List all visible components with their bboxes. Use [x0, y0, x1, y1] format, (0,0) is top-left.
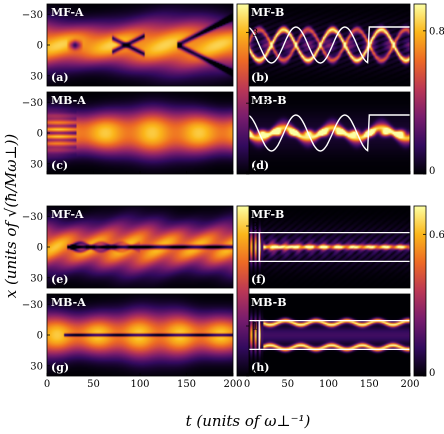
panel-title: MB-B [251, 296, 287, 309]
heatmap-panel-a: MF-A (a) [46, 3, 234, 87]
panel-title: MF-A [51, 6, 84, 19]
axis-labels: t (units of ω⊥⁻¹) x (units of √(ħ/Mω⊥)) [2, 134, 311, 430]
heatmap-image [247, 206, 410, 288]
colorbar-tick-label: 1 [252, 322, 258, 333]
heatmap-image [47, 92, 233, 174]
x-tick-label: 100 [319, 379, 338, 390]
panel-title: MF-A [51, 208, 84, 221]
colorbar-tick-label: 3 [252, 28, 258, 39]
colorbar-B-2: 0.60 [413, 205, 444, 379]
x-tick-label: 200 [223, 379, 242, 390]
panel-letter: (b) [251, 71, 269, 84]
colorbar-tick-label: 0 [429, 166, 435, 177]
x-tick-label: 0 [244, 379, 250, 390]
potential-overlay-curve [246, 26, 410, 64]
panel-letter: (e) [51, 273, 68, 286]
colorbar-tick-label: 0.6 [429, 230, 444, 241]
heatmap-panel-f: MF-B (f) [246, 205, 411, 289]
colorbar-B-1: 0.80 [413, 3, 444, 177]
panel-letter: (c) [51, 159, 68, 172]
x-tick-label: 50 [87, 379, 100, 390]
heatmap-image [247, 92, 410, 174]
y-tick-label: 0 [37, 243, 43, 254]
colorbar-gradient [236, 205, 250, 377]
y-tick-label: −30 [22, 212, 43, 223]
heatmap-image [47, 206, 233, 288]
y-tick-label: −30 [22, 98, 43, 109]
y-axis-label: x (units of √(ħ/Mω⊥)) [2, 134, 20, 299]
potential-overlay-curve [246, 114, 410, 152]
x-tick-label: 0 [44, 379, 50, 390]
colorbar-tick-label: 0 [429, 368, 435, 379]
heatmap-panel-c: MB-A (c) [46, 91, 234, 175]
heatmap-image [247, 4, 410, 86]
colorbar-tick-label: 3 [252, 222, 258, 233]
colorbar-tick-label: 0 [252, 166, 258, 177]
panel-title: MB-B [251, 94, 287, 107]
heatmap-image [247, 294, 410, 376]
panel-letter: (d) [251, 159, 269, 172]
colorbar-A-2: 3 1 0 [236, 205, 258, 379]
potential-overlay-box [247, 232, 410, 262]
heatmap-image [47, 4, 233, 86]
x-tick-label: 200 [400, 379, 419, 390]
colorbar-tick-label: 1.5 [252, 99, 268, 110]
panel-title: MB-A [51, 94, 86, 107]
x-tick-label: 150 [360, 379, 379, 390]
colorbar-A-1: 31.50 [236, 3, 268, 177]
panel-title: MF-B [251, 208, 284, 221]
colorbar-gradient [236, 3, 250, 175]
x-tick-label: 50 [281, 379, 294, 390]
y-tick-label: 30 [30, 273, 43, 284]
x-tick-label: 100 [130, 379, 149, 390]
y-tick-label: 30 [30, 159, 43, 170]
heatmap-panels: MF-A (a) MF-B (b) MB-A (c) MB-B (d) MF-A (e) MF-B (… [46, 3, 411, 377]
heatmap-panel-g: MB-A (g) [46, 293, 234, 377]
y-tick-label: 0 [37, 129, 43, 140]
x-tick-label: 150 [177, 379, 196, 390]
y-tick-label: 0 [37, 41, 43, 52]
panel-title: MB-A [51, 296, 86, 309]
colorbar-tick-label: 0 [252, 368, 258, 379]
y-tick-label: 0 [37, 331, 43, 342]
colorbar-tick-label: 0.8 [429, 26, 444, 37]
y-tick-label: 30 [30, 361, 43, 372]
heatmap-panel-h: MB-B (h) [246, 293, 411, 377]
heatmap-panel-d: MB-B (d) [246, 91, 411, 175]
panel-letter: (g) [51, 361, 69, 374]
x-axis-label: t (units of ω⊥⁻¹) [186, 412, 311, 430]
panel-title: MF-B [251, 6, 284, 19]
potential-overlay-box [247, 320, 410, 350]
y-tick-label: −30 [22, 10, 43, 21]
colorbar-gradient [413, 3, 427, 175]
panel-letter: (h) [251, 361, 269, 374]
heatmap-panel-e: MF-A (e) [46, 205, 234, 289]
panel-letter: (f) [251, 273, 266, 286]
heatmap-image [47, 294, 233, 376]
y-tick-label: −30 [22, 300, 43, 311]
colorbar-gradient [413, 205, 427, 377]
y-tick-label: 30 [30, 71, 43, 82]
panel-letter: (a) [51, 71, 69, 84]
heatmap-panel-b: MF-B (b) [246, 3, 411, 87]
